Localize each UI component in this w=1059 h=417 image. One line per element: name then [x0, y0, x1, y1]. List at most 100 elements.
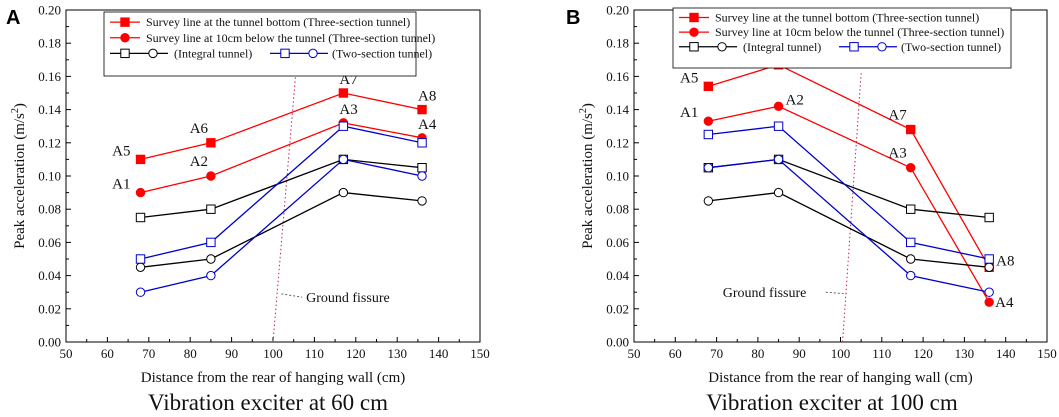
chart-panel-b: 50 60 70 80 90 100 110 120 130 140 150 0.00 0.02 0.04… — [566, 3, 1057, 416]
chart-panel-a: 50 60 70 80 90 100 110 120 130 140 150 0.00 0.02 0.04… — [6, 3, 490, 416]
x-tick-label: 80 — [751, 346, 764, 361]
x-axis-label: Distance from the rear of hanging wall (… — [141, 370, 405, 386]
x-tick-label: 80 — [184, 346, 197, 361]
legend-label: Survey line at 10cm below the tunnel (Th… — [146, 31, 435, 45]
data-point — [417, 104, 427, 115]
x-axis-label: Distance from the rear of hanging wall (… — [708, 370, 972, 386]
data-point — [206, 138, 216, 148]
data-point — [984, 212, 994, 223]
y-tick-label: 0.06 — [38, 235, 61, 250]
point-label-a4: A4 — [995, 295, 1014, 311]
y-tick-label: 0.12 — [606, 135, 629, 150]
data-point — [417, 196, 427, 206]
x-tick-label: 120 — [346, 346, 366, 361]
y-tick-label: 0.18 — [38, 36, 61, 51]
series-line — [140, 92, 423, 161]
y-tick-label: 0.02 — [606, 301, 629, 316]
y-tick-label: 0.04 — [38, 268, 61, 283]
series-line — [708, 158, 990, 293]
y-tick-label: 0.06 — [606, 235, 629, 250]
data-point — [417, 163, 427, 173]
y-axis-label-main: Peak acceleration (m/s — [12, 113, 28, 249]
y-tick-label: 0.08 — [38, 202, 61, 217]
point-label-a3: A3 — [888, 146, 906, 162]
point-label-a8: A8 — [996, 253, 1014, 269]
data-point — [773, 101, 784, 111]
panel-label: A — [6, 7, 20, 29]
data-point — [906, 254, 916, 264]
x-tick-label: 140 — [996, 346, 1016, 361]
legend-label: (Integral tunnel) — [174, 46, 252, 60]
data-point — [135, 154, 146, 165]
ground-fissure-line — [842, 73, 862, 343]
legend-box — [672, 7, 1012, 69]
x-tick-label: 100 — [831, 346, 851, 361]
data-point — [338, 187, 349, 198]
panel-caption: Vibration exciter at 60 cm — [148, 390, 388, 415]
ground-fissure-label: Ground fissure — [306, 291, 390, 306]
x-tick-label: 100 — [263, 346, 283, 361]
legend-marker — [120, 33, 130, 43]
ground-fissure-leader — [825, 291, 847, 295]
series-line — [140, 125, 423, 260]
data-point — [338, 121, 349, 131]
series-1 — [135, 88, 427, 165]
data-point — [703, 196, 714, 206]
y-tick-label: 0.00 — [606, 335, 629, 350]
y-tick-label: 0.20 — [606, 3, 629, 18]
data-point — [135, 262, 146, 272]
series-6 — [135, 154, 427, 297]
y-tick-label: 0.16 — [38, 69, 61, 84]
data-point — [135, 287, 146, 297]
series-2 — [135, 118, 427, 198]
y-tick-label: 0.04 — [606, 268, 629, 283]
point-label-a1: A1 — [680, 105, 698, 121]
y-tick-label: 0.16 — [606, 69, 629, 84]
y-axis-label-main: Peak acceleration (m/s — [580, 113, 596, 249]
legend-marker — [689, 12, 699, 23]
y-axis-label-tail: ) — [580, 103, 596, 108]
y-axis-label-superscript: 2 — [578, 108, 589, 113]
x-tick-label: 120 — [913, 346, 933, 361]
data-point — [338, 154, 349, 165]
x-tick-label: 140 — [429, 346, 449, 361]
legend-marker — [689, 27, 699, 37]
data-point — [703, 129, 714, 140]
data-point — [417, 138, 427, 148]
legend-label: Survey line at the tunnel bottom (Three-… — [715, 11, 979, 25]
x-tick-label: 110 — [872, 346, 891, 361]
point-label-a5: A5 — [112, 143, 130, 159]
legend-label: (Two-section tunnel) — [901, 40, 1001, 54]
data-point — [703, 163, 714, 173]
data-point — [703, 116, 714, 126]
legend-marker — [877, 42, 887, 52]
series-6 — [703, 154, 994, 297]
point-label-a6: A6 — [190, 121, 209, 137]
x-tick-label: 150 — [470, 346, 490, 361]
y-axis-label: Peak acceleration (m/s2) — [10, 103, 28, 249]
point-label-a1: A1 — [112, 177, 130, 193]
point-label-a2: A2 — [786, 92, 804, 108]
data-point — [135, 254, 146, 264]
y-tick-label: 0.10 — [606, 169, 629, 184]
x-tick-label: 90 — [225, 346, 238, 361]
point-label-a3: A3 — [339, 102, 357, 118]
y-tick-label: 0.12 — [38, 135, 61, 150]
x-tick-label: 50 — [628, 346, 641, 361]
series-line — [140, 158, 423, 293]
y-tick-label: 0.14 — [606, 102, 629, 117]
data-point — [135, 212, 146, 223]
series-line — [140, 122, 423, 194]
series-line — [708, 191, 990, 268]
point-label-a4: A4 — [418, 117, 437, 133]
legend-marker — [120, 48, 130, 59]
data-point — [206, 204, 216, 214]
data-point — [135, 187, 146, 198]
data-point — [906, 270, 916, 281]
legend-marker — [280, 48, 290, 59]
legend-marker — [148, 48, 158, 59]
data-point — [984, 262, 994, 272]
data-point — [773, 121, 784, 131]
y-tick-label: 0.14 — [38, 102, 61, 117]
